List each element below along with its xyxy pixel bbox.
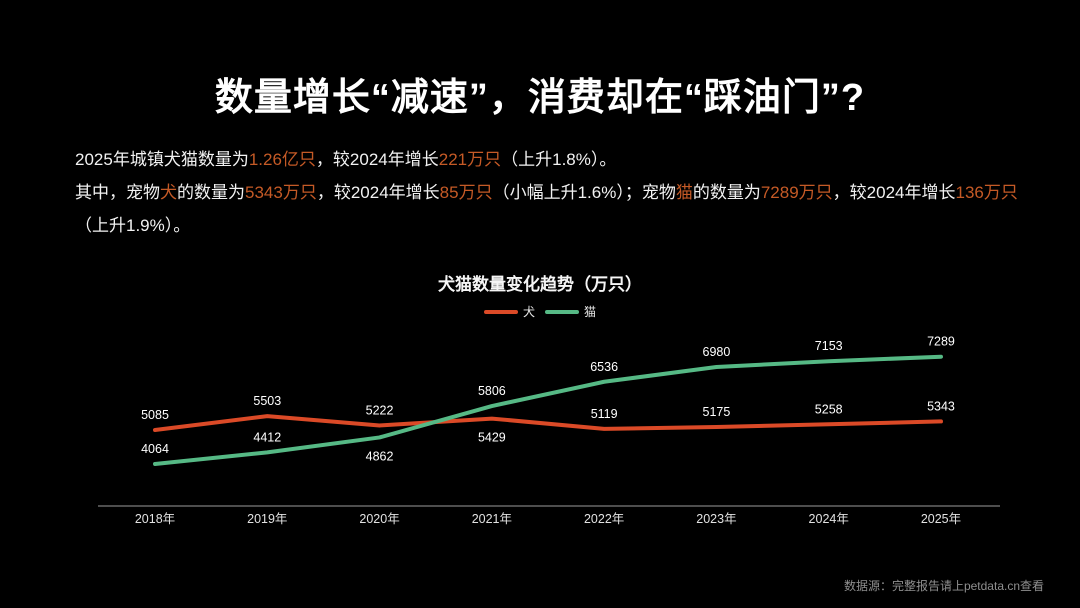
legend-item: 犬 — [483, 303, 535, 320]
data-point-label: 5119 — [591, 407, 618, 421]
highlight-value: 5343万只 — [245, 183, 317, 202]
highlight-value: 犬 — [160, 183, 177, 202]
x-tick-label: 2019年 — [247, 512, 287, 526]
intro-paragraph: 2025年城镇犬猫数量为1.26亿只，较2024年增长221万只（上升1.8%）… — [75, 143, 1021, 176]
page-title: 数量增长“减速”，消费却在“踩油门”? — [214, 77, 866, 119]
data-point-label: 6536 — [590, 360, 618, 374]
data-point-label: 4862 — [366, 449, 394, 463]
intro-text: 的数量为 — [177, 183, 245, 202]
intro-text: （上升1.9%）。 — [75, 216, 191, 235]
data-point-label: 5343 — [927, 399, 955, 413]
intro-text-block: 2025年城镇犬猫数量为1.26亿只，较2024年增长221万只（上升1.8%）… — [75, 143, 1021, 242]
intro-text: （上升1.8%）。 — [501, 150, 617, 169]
data-point-label: 5503 — [253, 394, 281, 408]
legend-line-swatch — [545, 309, 579, 314]
data-point-label: 5429 — [478, 431, 506, 445]
data-point-label: 5085 — [141, 408, 169, 422]
data-point-label: 5258 — [815, 402, 843, 416]
data-source-note: 数据源：完整报告请上petdata.cn查看 — [843, 579, 1044, 593]
intro-paragraph: 其中，宠物犬的数量为5343万只，较2024年增长85万只（小幅上升1.6%）；… — [75, 176, 1021, 242]
x-tick-label: 2020年 — [359, 512, 399, 526]
highlight-value: 猫 — [675, 183, 693, 202]
intro-text: 的数量为 — [692, 183, 761, 202]
highlight-value: 85万只 — [439, 183, 493, 202]
x-tick-label: 2024年 — [809, 512, 849, 526]
data-point-label: 5806 — [478, 384, 506, 398]
data-point-label: 4064 — [141, 442, 169, 456]
intro-text: 2025年城镇犬猫数量为 — [75, 150, 249, 169]
highlight-value: 7289万只 — [760, 183, 833, 202]
x-tick-label: 2021年 — [472, 512, 512, 526]
series-line-猫 — [153, 354, 943, 466]
x-tick-label: 2025年 — [921, 512, 961, 526]
intro-text: 其中，宠物 — [75, 183, 160, 202]
highlight-value: 136万只 — [955, 183, 1018, 202]
data-point-label: 7153 — [815, 339, 843, 353]
data-point-label: 6980 — [703, 345, 731, 359]
x-tick-label: 2023年 — [696, 512, 736, 526]
x-tick-label: 2018年 — [135, 512, 175, 526]
highlight-value: 1.26亿只 — [248, 150, 316, 169]
data-point-label: 5222 — [366, 403, 394, 417]
intro-text: ，较2024年增长 — [316, 183, 440, 202]
intro-text: （小幅上升1.6%）；宠物 — [492, 183, 676, 202]
data-point-label: 5175 — [703, 405, 731, 419]
line-chart: 2018年 2019年 2020年 2021年 2022年 2023年 2024年 2025年… — [98, 335, 1000, 526]
highlight-value: 221万只 — [438, 150, 502, 169]
legend-line-swatch — [483, 309, 518, 314]
legend-label: 犬 — [522, 305, 535, 319]
legend-label: 猫 — [584, 305, 597, 319]
chart-legend: 犬猫 — [0, 303, 1080, 320]
intro-text: ，较2024年增长 — [832, 183, 956, 202]
series-line-犬 — [153, 414, 943, 433]
x-tick-label: 2022年 — [584, 512, 624, 526]
data-point-label: 4412 — [253, 430, 281, 444]
data-point-label: 7289 — [927, 335, 955, 349]
legend-item: 猫 — [545, 303, 596, 320]
intro-text: ，较2024年增长 — [315, 150, 439, 169]
chart-title: 犬猫数量变化趋势（万只） — [438, 275, 642, 295]
